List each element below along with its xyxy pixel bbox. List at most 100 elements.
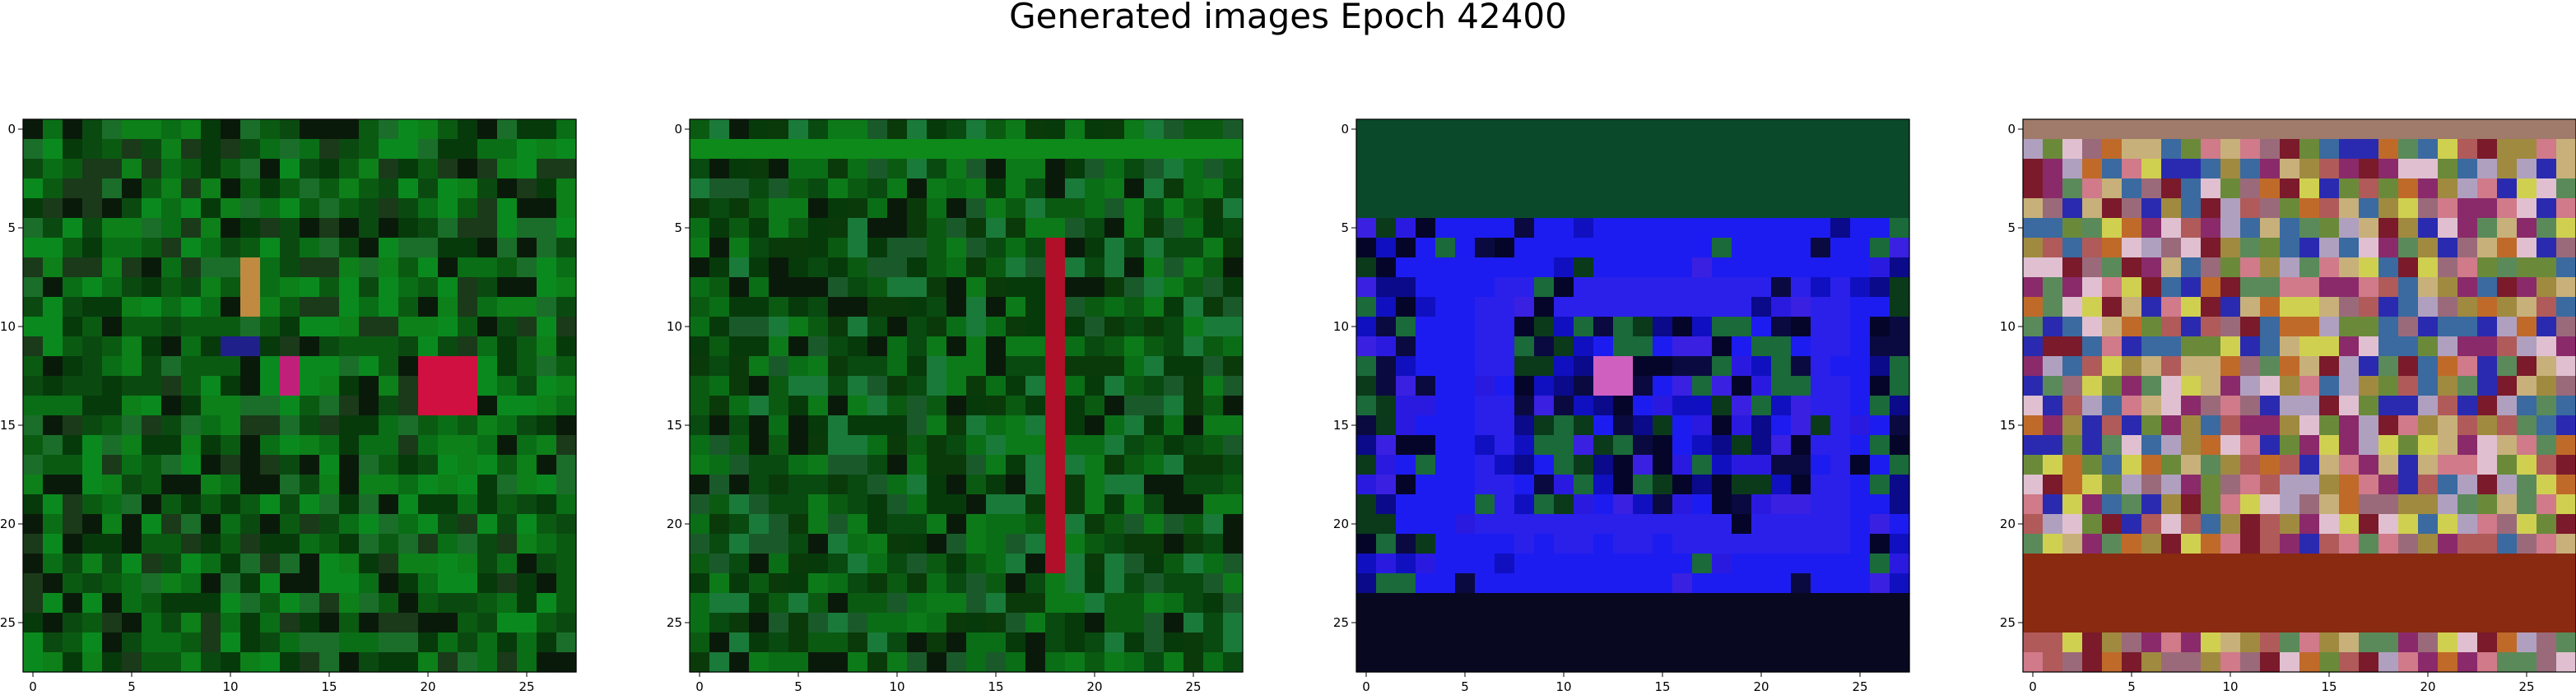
- pixel-cell: [379, 632, 399, 653]
- pixel-cell: [2359, 317, 2379, 337]
- pixel-cell: [2398, 238, 2419, 258]
- pixel-cell: [1164, 396, 1184, 416]
- pixel-cell: [867, 514, 888, 535]
- pixel-cell: [1183, 198, 1204, 219]
- pixel-cell: [749, 218, 770, 239]
- pixel-cell: [907, 652, 928, 673]
- pixel-cell: [788, 178, 809, 199]
- pixel-cell: [181, 238, 202, 258]
- pixel-cell: [2122, 178, 2142, 199]
- pixel-cell: [887, 396, 908, 416]
- pixel-cell: [379, 277, 399, 298]
- pixel-cell: [867, 554, 888, 574]
- axes-frame: [2022, 118, 2576, 673]
- pixel-cell: [2517, 455, 2537, 475]
- pixel-cell: [848, 514, 868, 535]
- pixel-cell: [2102, 652, 2123, 673]
- pixel-cell: [1203, 238, 1224, 258]
- pixel-cell: [2023, 257, 2044, 278]
- pixel-cell: [556, 632, 577, 653]
- pixel-cell: [2023, 336, 2044, 357]
- pixel-cell: [1183, 139, 1204, 160]
- pixel-cell: [1712, 376, 1732, 396]
- pixel-cell: [1025, 317, 1046, 337]
- pixel-cell: [1732, 139, 1752, 160]
- pixel-cell: [2497, 455, 2518, 475]
- pixel-cell: [1223, 554, 1244, 574]
- pixel-cell: [907, 277, 928, 298]
- pixel-cell: [2201, 178, 2221, 199]
- pixel-cell: [1811, 356, 1831, 377]
- pixel-cell: [2477, 593, 2498, 614]
- pixel-cell: [1455, 396, 1476, 416]
- pixel-cell: [1223, 198, 1244, 219]
- pixel-cell: [2517, 336, 2537, 357]
- pixel-cell: [2082, 218, 2103, 239]
- pixel-cell: [1435, 376, 1456, 396]
- pixel-cell: [966, 514, 987, 535]
- pixel-cell: [23, 317, 44, 337]
- pixel-cell: [927, 613, 947, 633]
- pixel-cell: [379, 514, 399, 535]
- pixel-cell: [2240, 415, 2261, 436]
- pixel-cell: [517, 336, 537, 357]
- pixel-cell: [1830, 415, 1851, 436]
- subplot-3: 0 5 10 15 20 25 0 5 10 15 20 25: [1333, 115, 1934, 695]
- pixel-cell: [359, 573, 379, 594]
- pixel-cell: [867, 178, 888, 199]
- pixel-cell: [907, 435, 928, 456]
- pixel-cell: [2497, 218, 2518, 239]
- pixel-cell: [1455, 356, 1476, 377]
- pixel-cell: [946, 415, 967, 436]
- pixel-cell: [1416, 139, 1436, 160]
- pixel-cell: [2082, 356, 2103, 377]
- pixel-cell: [23, 435, 44, 456]
- pixel-cell: [1435, 514, 1456, 535]
- pixel-cell: [1065, 554, 1086, 574]
- pixel-cell: [477, 336, 498, 357]
- pixel-cell: [2497, 238, 2518, 258]
- pixel-cell: [709, 376, 730, 396]
- pixel-cell: [1435, 159, 1456, 179]
- pixel-cell: [201, 475, 221, 495]
- pixel-cell: [2378, 336, 2399, 357]
- pixel-cell: [517, 632, 537, 653]
- pixel-cell: [2062, 554, 2083, 574]
- pixel-cell: [1771, 514, 1792, 535]
- pixel-cell: [2457, 435, 2478, 456]
- pixel-cell: [1183, 534, 1204, 554]
- pixel-cell: [1435, 652, 1456, 673]
- pixel-cell: [2023, 554, 2044, 574]
- pixel-cell: [1850, 415, 1871, 436]
- pixel-cell: [1356, 514, 1377, 535]
- pixel-cell: [359, 415, 379, 436]
- pixel-cell: [1850, 435, 1871, 456]
- pixel-cell: [1144, 652, 1165, 673]
- pixel-cell: [102, 159, 123, 179]
- pixel-cell: [2517, 257, 2537, 278]
- pixel-cell: [2457, 159, 2478, 179]
- pixel-cell: [1045, 376, 1066, 396]
- pixel-cell: [1223, 573, 1244, 594]
- pixel-cell: [2497, 376, 2518, 396]
- pixel-cell: [1475, 632, 1495, 653]
- pixel-cell: [280, 178, 300, 199]
- pixel-cell: [379, 139, 399, 160]
- pixel-cell: [1455, 593, 1476, 614]
- pixel-cell: [1870, 396, 1890, 416]
- pixel-cell: [2062, 415, 2083, 436]
- pixel-cell: [260, 277, 281, 298]
- pixel-cell: [1124, 415, 1145, 436]
- pixel-cell: [2062, 514, 2083, 535]
- pixel-cell: [1223, 336, 1244, 357]
- pixel-cell: [2260, 534, 2281, 554]
- pixel-cell: [1593, 632, 1614, 653]
- pixel-cell: [2062, 159, 2083, 179]
- pixel-cell: [1435, 534, 1456, 554]
- pixel-cell: [1613, 435, 1634, 456]
- pixel-cell: [2141, 376, 2162, 396]
- pixel-cell: [2359, 277, 2379, 298]
- pixel-cell: [1514, 257, 1535, 278]
- pixel-cell: [2102, 297, 2123, 317]
- pixel-cell: [418, 652, 439, 673]
